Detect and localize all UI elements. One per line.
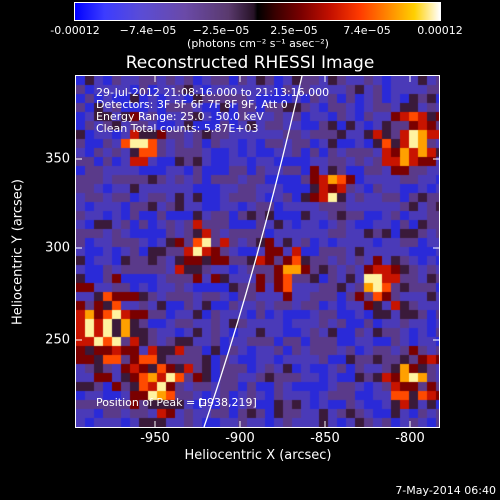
x-tick-label: -800 [395,431,425,446]
colorbar-tick: −7.4e−05 [119,24,177,37]
x-tick-label: -950 [140,431,170,446]
x-axis-label: Heliocentric X (arcsec) [184,448,332,463]
x-tick-label: -900 [225,431,255,446]
y-tick-label: 350 [45,151,70,167]
plot-title: Reconstructed RHESSI Image [125,53,375,73]
rhessi-image: 29-Jul-2012 21:08:16.000 to 21:13:16.000… [75,75,440,428]
clean-counts-text: Clean Total counts: 5.87E+03 [96,122,259,135]
peak-position-text: Position of Peak = [-938,219] [96,396,257,409]
y-tick-label: 250 [45,332,70,348]
timestamp-footer: 7-May-2014 06:40 [395,484,496,497]
detectors-text: Detectors: 3F 5F 6F 7F 8F 9F, Att 0 [96,98,288,111]
energy-range-text: Energy Range: 25.0 - 50.0 keV [96,110,264,123]
peak-marker [199,399,206,406]
colorbar-tick: 7.4e−05 [343,24,391,37]
y-tick-label: 300 [45,240,70,256]
colorbar-tick: -0.00012 [50,24,100,37]
colorbar [74,2,441,21]
x-tick-label: -850 [310,431,340,446]
time-range-text: 29-Jul-2012 21:08:16.000 to 21:13:16.000 [96,86,330,99]
solar-limb [203,76,303,427]
colorbar-tick: 2.5e−05 [270,24,318,37]
limb-line [203,76,303,427]
colorbar-units: (photons cm⁻² s⁻¹ asec⁻²) [187,37,329,50]
colorbar-tick: −2.5e−05 [192,24,250,37]
colorbar-tick: 0.00012 [417,24,463,37]
